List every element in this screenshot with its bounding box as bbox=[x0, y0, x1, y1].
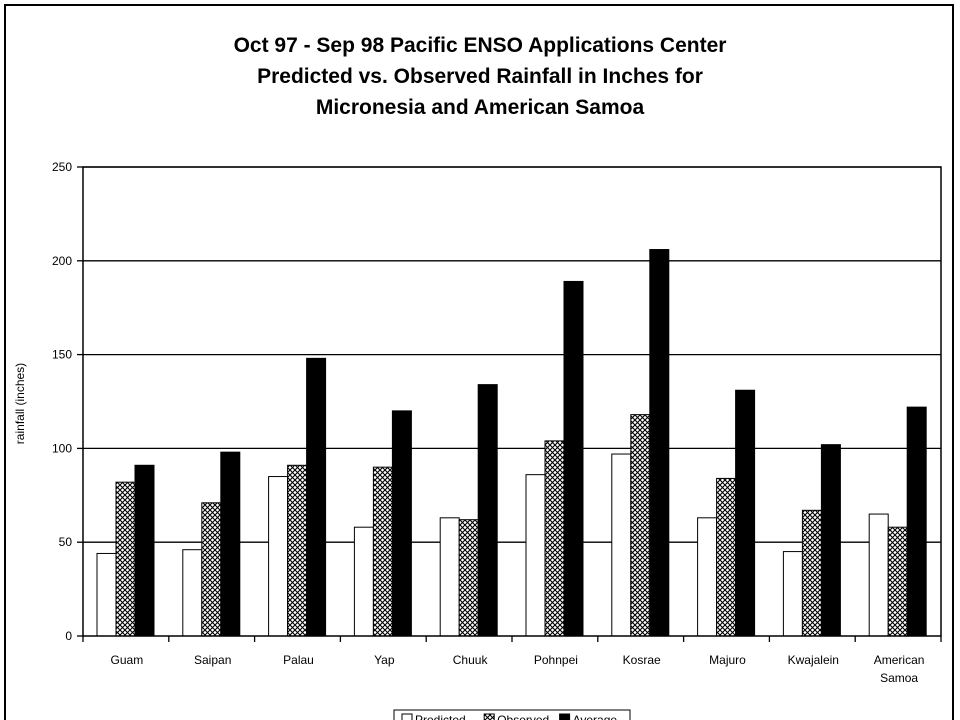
chart-title: Oct 97 - Sep 98 Pacific ENSO Application… bbox=[0, 30, 960, 123]
bar-observed bbox=[458, 519, 479, 637]
bar-observed bbox=[630, 414, 651, 637]
bar-average bbox=[735, 389, 756, 637]
plot-border bbox=[82, 166, 942, 637]
legend-swatch-predicted bbox=[401, 713, 413, 720]
bar-average bbox=[820, 444, 841, 637]
bar-average bbox=[906, 406, 927, 637]
bar-predicted bbox=[182, 549, 203, 637]
bar-predicted bbox=[697, 517, 718, 637]
chart-title-line-1: Oct 97 - Sep 98 Pacific ENSO Application… bbox=[233, 34, 727, 57]
y-tick-label: 0 bbox=[65, 629, 72, 643]
chart-title-line-2: Predicted vs. Observed Rainfall in Inche… bbox=[257, 65, 703, 88]
x-tick-label: Yap bbox=[374, 653, 395, 667]
bar-predicted bbox=[353, 526, 374, 637]
x-tick-label: Kwajalein bbox=[788, 653, 839, 667]
bar-average bbox=[306, 357, 327, 637]
bar-predicted bbox=[96, 552, 117, 637]
y-tick-label: 150 bbox=[52, 348, 72, 362]
bar-observed bbox=[801, 509, 822, 637]
bar-observed bbox=[287, 464, 308, 637]
x-tick-label: American bbox=[874, 653, 925, 667]
x-tick-label-line-2: Samoa bbox=[880, 671, 918, 685]
bar-predicted bbox=[268, 476, 289, 637]
bar-observed bbox=[544, 440, 565, 637]
x-tick-label: Guam bbox=[111, 653, 144, 667]
x-tick-label: Chuuk bbox=[453, 653, 489, 667]
bar-observed bbox=[201, 502, 222, 637]
y-tick-label: 200 bbox=[52, 254, 72, 268]
legend-swatch-average bbox=[559, 713, 571, 720]
bar-average bbox=[649, 249, 670, 637]
legend-box bbox=[393, 709, 631, 720]
y-axis-label: rainfall (inches) bbox=[13, 363, 27, 444]
y-tick-label: 250 bbox=[52, 160, 72, 174]
y-tick-label: 100 bbox=[52, 441, 72, 455]
x-tick-label: Majuro bbox=[709, 653, 746, 667]
bar-predicted bbox=[611, 453, 632, 637]
bar-average bbox=[391, 410, 412, 637]
bar-average bbox=[134, 464, 155, 637]
bar-average bbox=[477, 384, 498, 637]
x-tick-label: Saipan bbox=[194, 653, 231, 667]
bar-predicted bbox=[439, 517, 460, 637]
chart-title-line-3: Micronesia and American Samoa bbox=[315, 96, 645, 119]
bar-observed bbox=[115, 481, 136, 637]
bar-average bbox=[563, 280, 584, 637]
bar-observed bbox=[716, 477, 737, 637]
legend-label-average: Average bbox=[573, 713, 618, 720]
bar-predicted bbox=[868, 513, 889, 637]
x-tick-label: Palau bbox=[283, 653, 314, 667]
x-tick-label: Pohnpei bbox=[534, 653, 578, 667]
bar-observed bbox=[372, 466, 393, 637]
legend-label-observed: Observed bbox=[497, 713, 549, 720]
bar-average bbox=[220, 451, 241, 637]
legend-swatch-observed bbox=[483, 713, 495, 720]
bar-predicted bbox=[782, 551, 803, 637]
bar-predicted bbox=[525, 474, 546, 637]
x-tick-label: Kosrae bbox=[623, 653, 661, 667]
bar-observed bbox=[887, 526, 908, 637]
legend-label-predicted: Predicted bbox=[415, 713, 466, 720]
y-tick-label: 50 bbox=[59, 535, 73, 549]
